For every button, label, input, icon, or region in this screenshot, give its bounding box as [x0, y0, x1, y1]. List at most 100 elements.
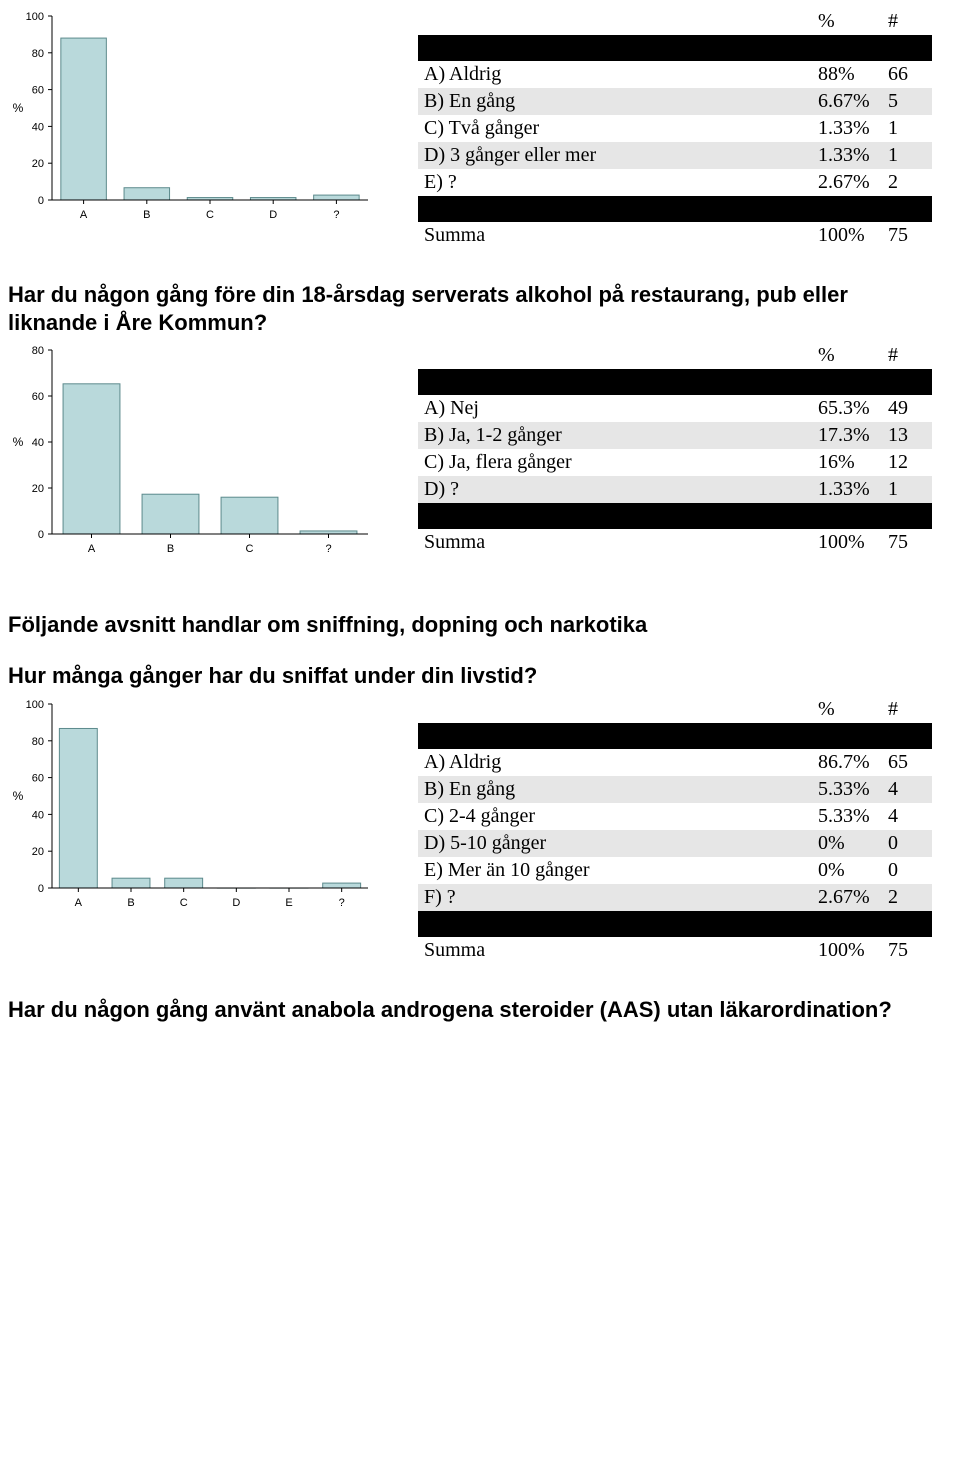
svg-text:60: 60	[32, 772, 44, 784]
svg-text:%: %	[13, 435, 24, 449]
black-bar	[418, 35, 932, 61]
row-cnt: 1	[882, 476, 932, 503]
row-pct: 2.67%	[812, 169, 882, 196]
black-bar	[418, 369, 932, 395]
row-label: D) 3 gånger eller mer	[418, 142, 812, 169]
svg-text:C: C	[246, 543, 254, 555]
table-row: E) Mer än 10 gånger0%0	[418, 857, 932, 884]
svg-text:0: 0	[38, 195, 44, 207]
svg-text:D: D	[269, 209, 277, 221]
sum-label: Summa	[418, 937, 812, 964]
table-row: A) Aldrig86.7%65	[418, 749, 932, 776]
sum-row: Summa100%75	[418, 937, 932, 964]
sum-pct: 100%	[812, 937, 882, 964]
table-row: B) Ja, 1-2 gånger17.3%13	[418, 422, 932, 449]
row-cnt: 13	[882, 422, 932, 449]
table-row: D) ?1.33%1	[418, 476, 932, 503]
svg-text:D: D	[232, 897, 240, 909]
question-q3: Hur många gånger har du sniffat under di…	[8, 662, 932, 690]
row-pct: 65.3%	[812, 395, 882, 422]
svg-text:80: 80	[32, 735, 44, 747]
row-cnt: 12	[882, 449, 932, 476]
section-q2: 020406080%ABC? %#A) Nej65.3%49B) Ja, 1-2…	[8, 342, 932, 562]
section-q1: 020406080100%ABCD? %#A) Aldrig88%66B) En…	[8, 8, 932, 249]
row-cnt: 1	[882, 115, 932, 142]
row-pct: 5.33%	[812, 776, 882, 803]
col-percent-header: %	[812, 8, 882, 35]
row-pct: 2.67%	[812, 884, 882, 911]
svg-text:?: ?	[325, 543, 331, 555]
question-q4: Har du någon gång använt anabola androge…	[8, 996, 932, 1024]
row-label: E) ?	[418, 169, 812, 196]
row-label: B) Ja, 1-2 gånger	[418, 422, 812, 449]
svg-text:40: 40	[32, 437, 44, 449]
svg-text:%: %	[13, 101, 24, 115]
row-label: A) Aldrig	[418, 61, 812, 88]
row-label: E) Mer än 10 gånger	[418, 857, 812, 884]
table-q1: %#A) Aldrig88%66B) En gång6.67%5C) Två g…	[418, 8, 932, 249]
table-q3: %# A) Aldrig86.7%65B) En gång5.33%4C) 2-4…	[418, 696, 932, 964]
svg-text:C: C	[206, 209, 214, 221]
svg-text:100: 100	[26, 11, 44, 23]
svg-text:60: 60	[32, 85, 44, 97]
svg-text:B: B	[127, 897, 134, 909]
chart-q3: 020406080100%ABCDE?	[8, 696, 378, 916]
row-cnt: 0	[882, 857, 932, 884]
sum-label: Summa	[418, 529, 812, 556]
row-cnt: 5	[882, 88, 932, 115]
table-row: E) ?2.67%2	[418, 169, 932, 196]
table-row: C) 2-4 gånger5.33%4	[418, 803, 932, 830]
sum-row: Summa100%75	[418, 529, 932, 556]
row-cnt: 2	[882, 884, 932, 911]
sum-pct: 100%	[812, 222, 882, 249]
svg-text:40: 40	[32, 809, 44, 821]
row-pct: 17.3%	[812, 422, 882, 449]
col-count-header: #	[882, 8, 932, 35]
svg-text:0: 0	[38, 529, 44, 541]
svg-text:C: C	[180, 897, 188, 909]
row-pct: 5.33%	[812, 803, 882, 830]
col-count-header: #	[882, 696, 932, 723]
row-pct: 1.33%	[812, 476, 882, 503]
col-count-header: #	[882, 342, 932, 369]
table-row: F) ?2.67%2	[418, 884, 932, 911]
row-pct: 6.67%	[812, 88, 882, 115]
svg-text:B: B	[143, 209, 150, 221]
svg-text:%: %	[13, 789, 24, 803]
row-label: A) Aldrig	[418, 749, 812, 776]
row-pct: 0%	[812, 830, 882, 857]
black-bar	[418, 503, 932, 529]
row-label: D) ?	[418, 476, 812, 503]
row-label: C) Ja, flera gånger	[418, 449, 812, 476]
svg-text:A: A	[75, 897, 83, 909]
sum-cnt: 75	[882, 222, 932, 249]
row-cnt: 4	[882, 803, 932, 830]
chart-q2: 020406080%ABC?	[8, 342, 378, 562]
col-percent-header: %	[812, 696, 882, 723]
svg-text:80: 80	[32, 345, 44, 357]
table-q2: %#A) Nej65.3%49B) Ja, 1-2 gånger17.3%13C…	[418, 342, 932, 556]
svg-text:20: 20	[32, 483, 44, 495]
table-row: B) En gång6.67%5	[418, 88, 932, 115]
table-row: B) En gång5.33%4	[418, 776, 932, 803]
svg-text:A: A	[80, 209, 88, 221]
col-percent-header: %	[812, 342, 882, 369]
svg-text:40: 40	[32, 121, 44, 133]
sum-cnt: 75	[882, 937, 932, 964]
sum-cnt: 75	[882, 529, 932, 556]
row-cnt: 1	[882, 142, 932, 169]
question-q2: Har du någon gång före din 18-årsdag ser…	[8, 281, 932, 336]
row-label: B) En gång	[418, 88, 812, 115]
svg-text:E: E	[285, 897, 292, 909]
black-bar	[418, 723, 932, 749]
row-cnt: 0	[882, 830, 932, 857]
row-label: A) Nej	[418, 395, 812, 422]
svg-text:60: 60	[32, 391, 44, 403]
row-label: B) En gång	[418, 776, 812, 803]
row-pct: 88%	[812, 61, 882, 88]
table-row: D) 5-10 gånger0%0	[418, 830, 932, 857]
row-cnt: 49	[882, 395, 932, 422]
sum-pct: 100%	[812, 529, 882, 556]
row-pct: 86.7%	[812, 749, 882, 776]
row-cnt: 66	[882, 61, 932, 88]
